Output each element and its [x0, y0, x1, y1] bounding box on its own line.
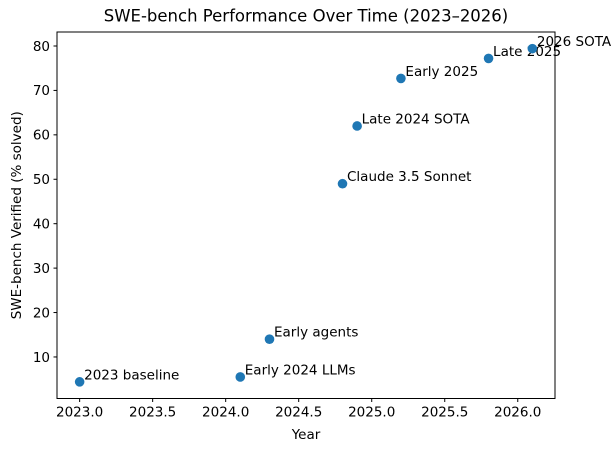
scatter-point: [352, 121, 362, 131]
x-axis-label: Year: [291, 427, 321, 443]
y-tick-label: 60: [33, 128, 50, 144]
point-annotation: Claude 3.5 Sonnet: [347, 169, 471, 185]
scatter-point: [527, 43, 538, 54]
y-tick-label: 20: [33, 305, 50, 321]
y-tick-label: 10: [33, 350, 50, 366]
x-tick-label: 2024.0: [202, 405, 249, 421]
plot-frame: [56, 31, 556, 399]
chart-title: SWE-bench Performance Over Time (2023–20…: [104, 7, 509, 26]
scatter-point: [396, 73, 406, 84]
x-tick-label: 2025.5: [421, 405, 468, 421]
scatter-point: [264, 334, 275, 344]
point-annotation: 2023 baseline: [84, 367, 179, 383]
x-tick-label: 2026.0: [494, 405, 541, 421]
point-annotation: Early 2024 LLMs: [245, 362, 356, 378]
point-annotation: Late 2025: [493, 44, 561, 60]
x-tick-label: 2023.5: [129, 405, 176, 421]
point-annotation: Early 2025: [405, 64, 478, 80]
scatter-point: [337, 178, 348, 189]
y-tick-label: 70: [33, 83, 50, 99]
scatter-point: [235, 372, 246, 382]
x-tick-label: 2023.0: [56, 405, 103, 421]
y-axis-label: SWE-bench Verified (% solved): [9, 111, 25, 319]
scatter-point: [74, 377, 85, 387]
scatter-point: [483, 53, 494, 64]
x-tick-label: 2025.0: [348, 405, 395, 421]
point-annotation: Early agents: [274, 325, 358, 341]
y-tick-label: 80: [33, 39, 50, 55]
x-tick-label: 2024.5: [275, 405, 322, 421]
point-annotation: Late 2024 SOTA: [362, 111, 471, 127]
point-annotation: 2026 SOTA: [537, 34, 612, 50]
y-tick-label: 40: [33, 216, 50, 232]
y-tick-label: 50: [33, 172, 50, 188]
y-tick-label: 30: [33, 261, 50, 277]
